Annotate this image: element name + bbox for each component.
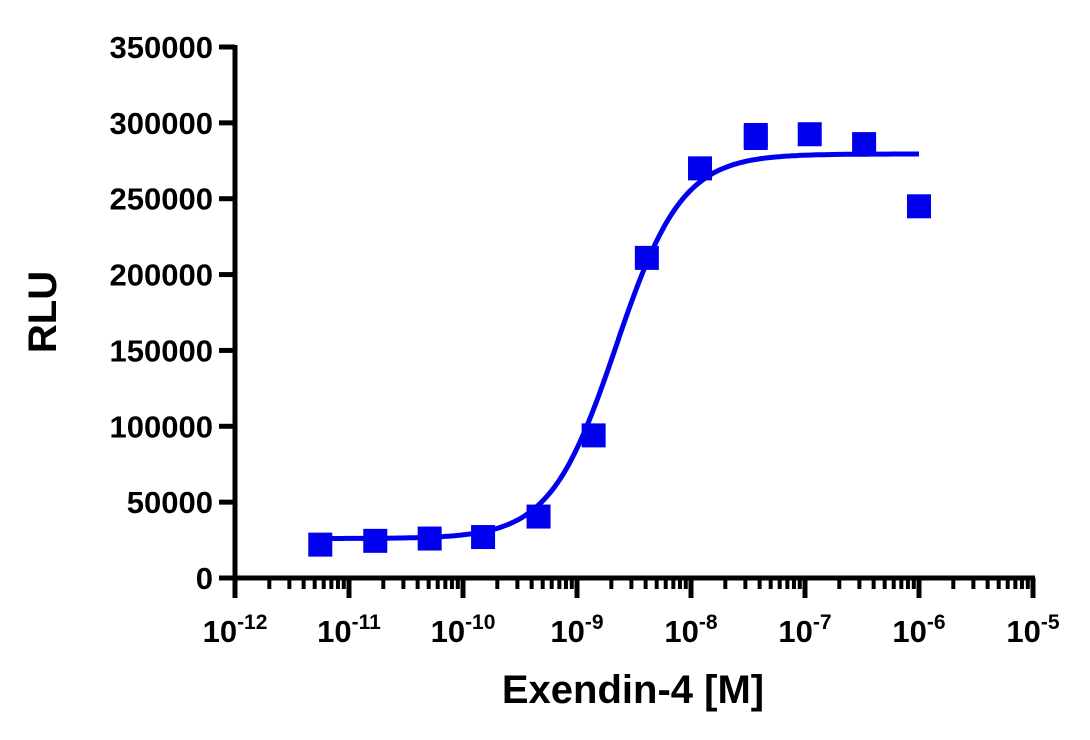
data-point <box>581 423 606 448</box>
x-tick-label-base: 10 <box>431 614 465 649</box>
x-tick-label-base: 10 <box>550 614 584 649</box>
x-tick-label-exponent: -6 <box>927 611 946 634</box>
x-tick-label-base: 10 <box>1006 614 1040 649</box>
x-tick-label: 10-10 <box>431 611 496 649</box>
x-tick-label-base: 10 <box>778 614 812 649</box>
x-tick-label-exponent: -9 <box>585 611 604 634</box>
x-tick-label-exponent: -8 <box>699 611 718 634</box>
y-tick-label: 350000 <box>110 30 213 65</box>
x-tick-label: 10-7 <box>778 611 831 649</box>
x-tick-label: 10-5 <box>1006 611 1059 649</box>
y-tick-label: 150000 <box>110 333 213 368</box>
x-tick-label-base: 10 <box>317 614 351 649</box>
x-tick-label: 10-6 <box>892 611 945 649</box>
x-tick-label: 10-12 <box>203 611 268 649</box>
data-point <box>526 504 551 529</box>
y-axis-title: RLU <box>21 271 65 353</box>
data-point <box>417 526 442 551</box>
y-tick-label: 200000 <box>110 258 213 293</box>
x-tick-label: 10-8 <box>664 611 717 649</box>
data-point <box>852 132 877 157</box>
y-tick-label: 100000 <box>110 409 213 444</box>
y-tick-label: 250000 <box>110 182 213 217</box>
x-tick-label-base: 10 <box>892 614 926 649</box>
data-point <box>471 525 496 550</box>
x-tick-label-base: 10 <box>664 614 698 649</box>
data-point <box>634 245 659 270</box>
x-tick-label-exponent: -7 <box>813 611 832 634</box>
data-point <box>688 156 713 181</box>
x-tick-label-base: 10 <box>203 614 237 649</box>
y-tick-label: 50000 <box>127 485 213 520</box>
x-axis-title: Exendin-4 [M] <box>502 668 764 712</box>
data-point <box>363 528 388 553</box>
x-tick-label-exponent: -12 <box>237 611 267 634</box>
y-tick-label: 0 <box>196 561 213 596</box>
data-point <box>797 122 822 147</box>
x-tick-label-exponent: -11 <box>352 611 382 634</box>
fit-curve <box>320 151 919 541</box>
data-point <box>907 194 931 219</box>
y-tick-label: 300000 <box>110 106 213 141</box>
x-tick-label-exponent: -5 <box>1041 611 1060 634</box>
x-tick-label: 10-9 <box>550 611 603 649</box>
data-point <box>743 126 768 151</box>
x-tick-label: 10-11 <box>317 611 381 649</box>
data-point <box>308 532 333 557</box>
x-tick-label-exponent: -10 <box>465 611 495 634</box>
